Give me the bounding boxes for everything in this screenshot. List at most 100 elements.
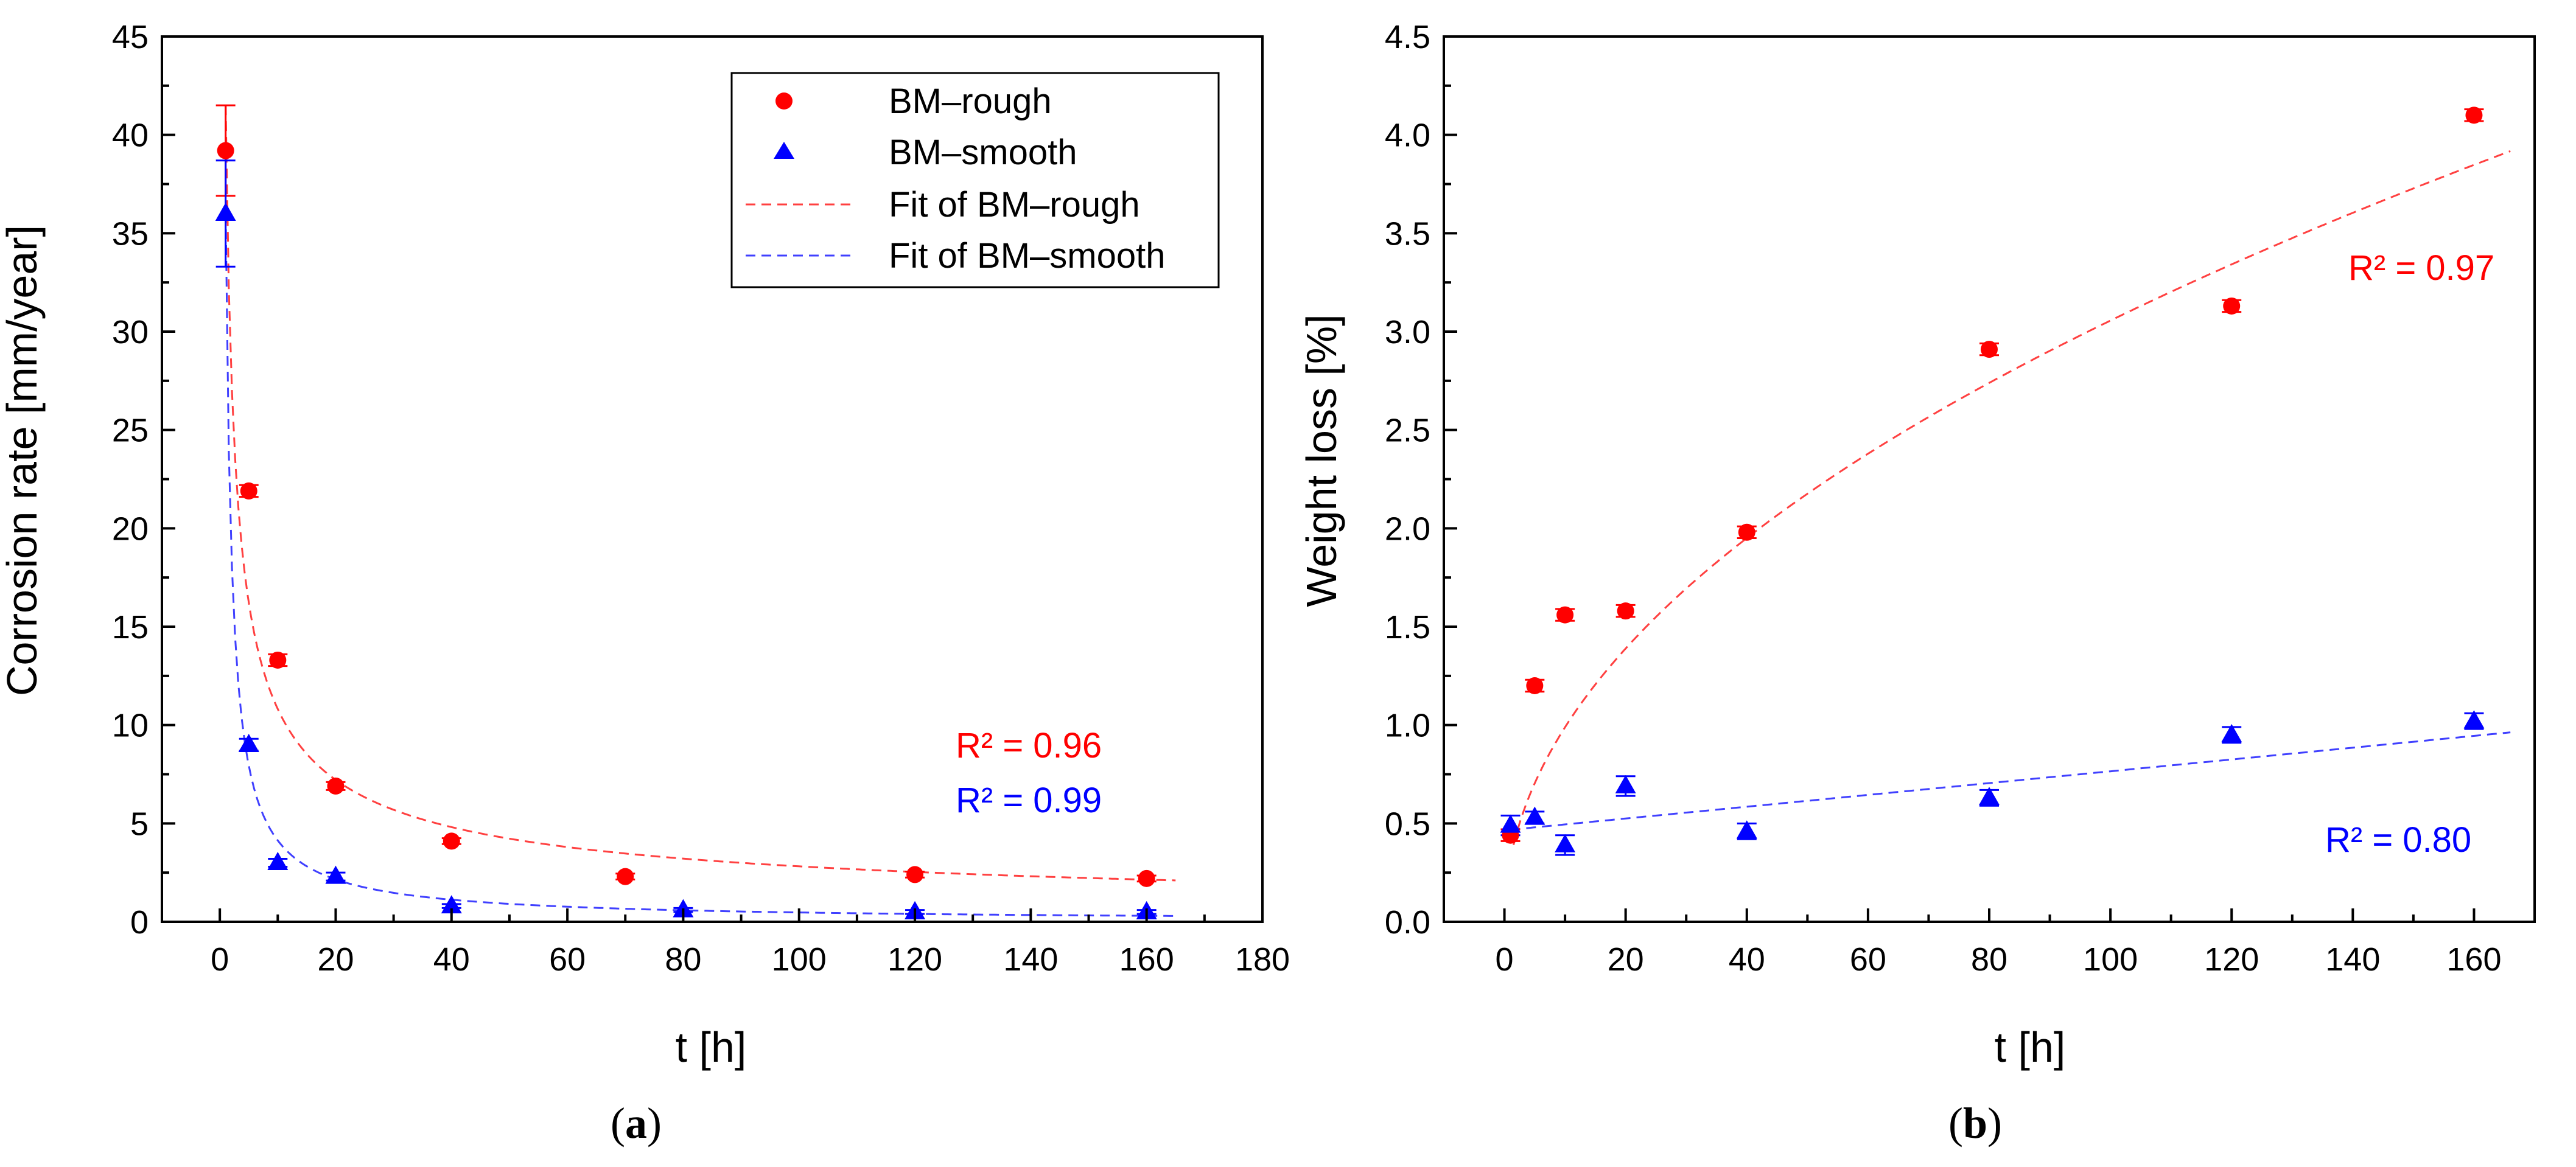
data-point-rough bbox=[906, 866, 924, 883]
x-tick-label: 100 bbox=[772, 941, 827, 978]
data-point-rough bbox=[1138, 869, 1155, 887]
data-point-smooth bbox=[1615, 775, 1636, 793]
y-tick-label: 35 bbox=[112, 215, 149, 252]
legend-marker-bm-smooth bbox=[774, 142, 794, 159]
y-tick-label: 1.5 bbox=[1385, 609, 1430, 646]
y-axis-label-b: Weight loss [%] bbox=[1298, 314, 1345, 607]
data-point-smooth bbox=[673, 899, 694, 918]
data-point-rough bbox=[1556, 606, 1574, 624]
data-point-smooth bbox=[2221, 723, 2242, 742]
legend-box bbox=[730, 72, 1220, 288]
axis-ticks-b: 0 20 40 60 80 100 120 140 160 0.0 0.5 1.0 1.5 2.0 2.5 3… bbox=[1385, 19, 2536, 978]
y-tick-label: 5 bbox=[130, 806, 149, 842]
y-tick-label: 3.5 bbox=[1385, 215, 1430, 252]
y-tick-label: 25 bbox=[112, 413, 149, 449]
data-point-rough bbox=[217, 142, 234, 159]
data-point-smooth bbox=[441, 895, 462, 914]
legend-label-bm-rough: BM–rough bbox=[889, 82, 1052, 121]
r-squared-rough-b: R² = 0.97 bbox=[2348, 248, 2494, 288]
y-tick-label: 2.5 bbox=[1385, 413, 1430, 449]
y-tick-label: 45 bbox=[112, 19, 149, 55]
y-tick-label: 3.0 bbox=[1385, 314, 1430, 350]
panel-label-a: (a) bbox=[611, 1099, 662, 1148]
x-tick-label: 140 bbox=[2325, 941, 2380, 978]
r-squared-rough-a: R² = 0.96 bbox=[956, 726, 1102, 765]
data-point-rough bbox=[1738, 523, 1755, 541]
legend-label-fit-smooth: Fit of BM–smooth bbox=[889, 236, 1165, 276]
data-point-rough bbox=[1981, 341, 1998, 358]
chart-panel-b: 0 20 40 60 80 100 120 140 160 0.0 0.5 1.0 1.5 2.0 2.5 3… bbox=[1298, 19, 2536, 1148]
x-tick-label: 140 bbox=[1003, 941, 1058, 978]
y-tick-label: 0 bbox=[130, 904, 149, 941]
data-point-smooth bbox=[1500, 814, 1521, 833]
data-point-smooth bbox=[1736, 820, 1757, 839]
data-point-rough bbox=[617, 868, 634, 885]
data-point-rough bbox=[2223, 297, 2241, 315]
chart-panel-a: 0 20 40 60 80 100 120 140 160 180 0 5 10 15 20 25 30 35 40… bbox=[0, 19, 1290, 1148]
legend-label-bm-smooth: BM–smooth bbox=[889, 133, 1077, 172]
legend-marker-bm-rough bbox=[775, 92, 793, 110]
y-tick-label: 0.5 bbox=[1385, 806, 1430, 842]
axis-ticks-a: 0 20 40 60 80 100 120 140 160 180 0 5 10 15 20 25 30 35 40… bbox=[112, 19, 1290, 978]
y-tick-label: 40 bbox=[112, 117, 149, 154]
panel-letter-a: a bbox=[625, 1099, 647, 1148]
data-point-smooth bbox=[215, 203, 236, 221]
y-tick-label: 30 bbox=[112, 314, 149, 350]
data-points-b bbox=[1500, 106, 2485, 852]
r-squared-smooth-b: R² = 0.80 bbox=[2325, 820, 2471, 860]
plot-frame-b bbox=[1443, 35, 2536, 923]
data-point-rough bbox=[1617, 602, 1634, 620]
x-axis-label-b: t [h] bbox=[1995, 1023, 2066, 1071]
x-tick-label: 60 bbox=[1850, 941, 1886, 978]
x-tick-label: 0 bbox=[211, 941, 229, 978]
r-squared-smooth-a: R² = 0.99 bbox=[956, 781, 1102, 820]
x-tick-label: 80 bbox=[1971, 941, 2007, 978]
data-point-smooth bbox=[1524, 806, 1545, 825]
fit-line-smooth-b bbox=[1510, 731, 2511, 831]
data-point-rough bbox=[1526, 677, 1544, 694]
x-tick-label: 0 bbox=[1496, 941, 1514, 978]
y-tick-label: 4.0 bbox=[1385, 117, 1430, 154]
x-tick-label: 100 bbox=[2083, 941, 2138, 978]
data-point-rough bbox=[269, 651, 287, 669]
x-tick-label: 40 bbox=[1729, 941, 1765, 978]
data-point-smooth bbox=[1979, 787, 2000, 806]
data-point-rough bbox=[240, 482, 257, 500]
y-axis-label-a: Corrosion rate [mm/year] bbox=[0, 225, 46, 696]
data-point-smooth bbox=[325, 865, 346, 884]
data-point-smooth bbox=[2463, 710, 2485, 729]
x-tick-label: 80 bbox=[665, 941, 701, 978]
fit-line-rough-a bbox=[225, 105, 1176, 882]
fit-lines-b bbox=[1510, 150, 2511, 846]
x-tick-label: 160 bbox=[1119, 941, 1174, 978]
y-tick-label: 2.0 bbox=[1385, 510, 1430, 547]
x-tick-label: 180 bbox=[1235, 941, 1290, 978]
x-tick-label: 120 bbox=[887, 941, 942, 978]
data-point-smooth bbox=[1555, 834, 1576, 852]
data-point-rough bbox=[327, 777, 345, 795]
plot-frame-a bbox=[161, 35, 1264, 923]
x-axis-label-a: t [h] bbox=[676, 1023, 747, 1071]
y-tick-label: 10 bbox=[112, 708, 149, 744]
x-tick-label: 40 bbox=[433, 941, 470, 978]
y-tick-label: 20 bbox=[112, 510, 149, 547]
y-tick-label: 15 bbox=[112, 609, 149, 646]
data-point-smooth bbox=[267, 852, 289, 870]
data-point-rough bbox=[443, 832, 460, 850]
fit-lines-a bbox=[225, 105, 1176, 917]
x-tick-label: 20 bbox=[1608, 941, 1644, 978]
panel-label-b: (b) bbox=[1948, 1099, 2002, 1148]
data-point-smooth bbox=[238, 734, 259, 752]
y-tick-label: 1.0 bbox=[1385, 708, 1430, 744]
x-tick-label: 60 bbox=[549, 941, 586, 978]
legend-label-fit-rough: Fit of BM–rough bbox=[889, 185, 1140, 225]
data-point-rough bbox=[2465, 106, 2483, 124]
x-tick-label: 20 bbox=[317, 941, 354, 978]
fit-line-rough-b bbox=[1513, 150, 2511, 846]
panel-letter-b: b bbox=[1963, 1099, 1987, 1148]
legend: BM–rough BM–smooth Fit of BM–rough Fit o… bbox=[730, 72, 1220, 288]
y-tick-label: 4.5 bbox=[1385, 19, 1430, 55]
x-tick-label: 120 bbox=[2204, 941, 2259, 978]
x-tick-label: 160 bbox=[2446, 941, 2501, 978]
